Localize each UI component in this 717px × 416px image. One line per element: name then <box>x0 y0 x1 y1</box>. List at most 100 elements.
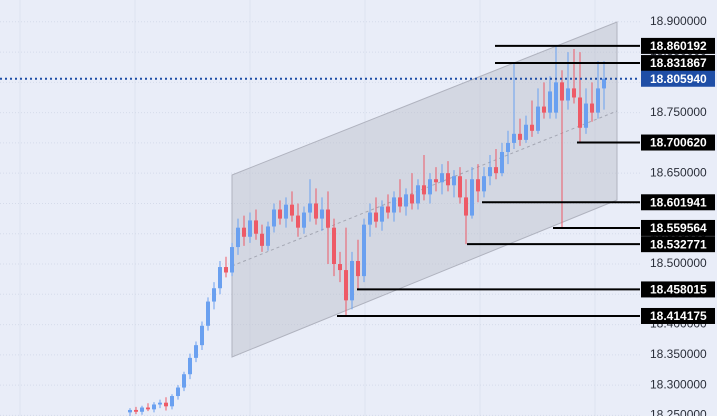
level-box <box>641 134 715 151</box>
candle-body <box>188 357 192 375</box>
level-box <box>641 307 715 324</box>
candle-body <box>494 167 498 174</box>
candle-body <box>254 220 258 234</box>
candle-body <box>236 227 240 248</box>
candle-body <box>578 97 582 128</box>
candle-body <box>548 91 552 113</box>
candle-body <box>158 402 162 405</box>
candle-body <box>434 179 438 183</box>
level-label: 18.700620 <box>650 136 707 150</box>
candle-body <box>500 151 504 174</box>
candle-body <box>308 203 312 213</box>
candle-body <box>302 212 306 228</box>
candle-body <box>452 176 456 186</box>
vertical-grid <box>19 0 596 416</box>
candle-body <box>140 407 144 412</box>
last-price-label: 18.805940 <box>650 72 707 86</box>
candle-body <box>470 179 474 216</box>
candle-body <box>230 247 234 273</box>
candle-body <box>368 212 372 225</box>
candle-body <box>506 142 510 152</box>
candle-body <box>248 220 252 237</box>
candle-body <box>584 103 588 128</box>
candle-body <box>572 88 576 98</box>
y-tick-label: 18.250000 <box>650 408 707 416</box>
candle-body <box>134 409 138 412</box>
candle-body <box>458 176 462 198</box>
candle-body <box>482 176 486 192</box>
candle-body <box>170 396 174 407</box>
candle-body <box>206 301 210 326</box>
candle-body <box>488 167 492 177</box>
candle-body <box>380 206 384 222</box>
candle-body <box>374 212 378 222</box>
candle-body <box>428 179 432 195</box>
y-tick-label: 18.650000 <box>650 165 707 179</box>
candle-body <box>326 209 330 228</box>
candle-body <box>146 407 150 410</box>
level-label: 18.559564 <box>650 221 707 235</box>
level-label: 18.532771 <box>650 237 707 251</box>
candle-body <box>602 78 606 89</box>
candle-body <box>128 409 132 413</box>
levels: 18.860192 18.831867 18.700620 18.601941 18.5… <box>0 37 715 324</box>
level-box <box>641 219 715 236</box>
candle-body <box>392 197 396 213</box>
last-price-box <box>641 70 715 87</box>
y-tick-label: 18.900000 <box>650 14 707 28</box>
candle-body <box>422 185 426 195</box>
level-box <box>641 236 715 253</box>
candle-body <box>332 227 336 265</box>
y-tick-label: 18.500000 <box>650 256 707 270</box>
candle-body <box>164 402 168 407</box>
candle-body <box>350 260 354 301</box>
candle-body <box>512 133 516 143</box>
level-box <box>641 281 715 298</box>
level-label: 18.831867 <box>650 56 707 70</box>
candle-body <box>440 173 444 183</box>
candle-body <box>152 404 156 410</box>
candle-body <box>320 209 324 219</box>
candle-body <box>476 179 480 192</box>
candle-body <box>362 224 366 277</box>
candle-body <box>530 124 534 131</box>
candle-body <box>200 325 204 346</box>
candle-body <box>260 233 264 246</box>
candle-body <box>560 82 564 101</box>
candle-body <box>554 82 558 113</box>
candle-body <box>278 209 282 219</box>
candle-body <box>596 88 600 113</box>
candle-body <box>446 173 450 186</box>
candle-body <box>284 204 288 219</box>
candle-body <box>242 227 246 237</box>
candle-body <box>386 206 390 213</box>
candle-body <box>518 133 522 140</box>
y-tick-label: 18.750000 <box>650 105 707 119</box>
candle-body <box>542 106 546 113</box>
candle-body <box>536 106 540 131</box>
candle-body <box>524 124 528 140</box>
candle-body <box>176 387 180 397</box>
candle-body <box>338 264 342 271</box>
candle-body <box>566 88 570 101</box>
level-label: 18.860192 <box>650 39 707 53</box>
level-label: 18.414175 <box>650 309 707 323</box>
candle-body <box>410 194 414 204</box>
level-box <box>641 194 715 211</box>
candle-body <box>398 197 402 207</box>
candle-body <box>272 209 276 227</box>
level-label: 18.458015 <box>650 283 707 297</box>
candle-body <box>182 374 186 388</box>
candle-body <box>404 194 408 207</box>
candle-body <box>464 197 468 216</box>
level-box <box>641 37 715 54</box>
candle-body <box>266 226 270 246</box>
candle-body <box>290 204 294 216</box>
level-box <box>641 55 715 72</box>
candle-body <box>416 185 420 204</box>
candle-body <box>212 288 216 302</box>
y-tick-label: 18.300000 <box>650 377 707 391</box>
candles <box>128 45 606 416</box>
